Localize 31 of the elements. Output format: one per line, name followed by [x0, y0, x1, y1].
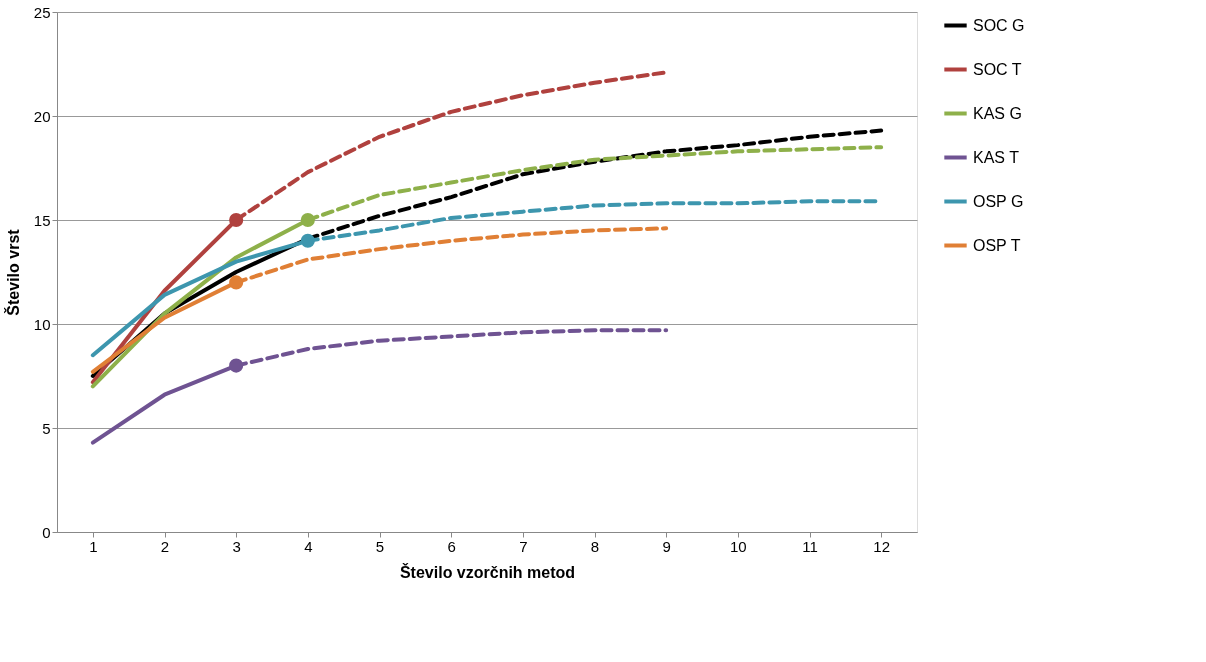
y-tick-label: 20: [33, 107, 51, 125]
y-tick-label: 0: [42, 523, 51, 541]
y-axis-title: Število vrst: [3, 228, 22, 316]
x-tick-label: 4: [304, 537, 313, 555]
x-tick-label: 8: [590, 537, 600, 555]
y-tick-label: 25: [33, 3, 51, 21]
x-tick-label: 2: [160, 537, 170, 555]
x-tick-label: 9: [662, 537, 671, 555]
legend-label: SOC T: [973, 60, 1022, 78]
point: [229, 275, 244, 290]
point: [229, 212, 244, 228]
point: [229, 358, 244, 373]
x-axis-title: Število vzorčnih metod: [399, 562, 576, 581]
x-tick-label: 12: [873, 537, 891, 555]
legend-label: OSP T: [973, 236, 1021, 254]
legend-label: SOC G: [973, 16, 1025, 34]
legend-label: OSP G: [973, 192, 1024, 210]
y-tick-label: 10: [33, 315, 51, 333]
x-tick-label: 11: [802, 537, 818, 555]
x-tick-label: 1: [89, 537, 98, 555]
y-tick-label: 5: [42, 419, 51, 437]
legend-label: KAS G: [973, 104, 1022, 122]
x-tick-label: 10: [729, 537, 747, 555]
x-tick-label: 7: [519, 537, 528, 555]
point: [300, 212, 315, 228]
point: [300, 233, 315, 248]
legend-label: KAS T: [973, 148, 1020, 166]
x-tick-label: 3: [232, 537, 241, 555]
x-tick-label: 6: [447, 537, 456, 555]
y-tick-label: 15: [33, 211, 51, 229]
x-tick-label: 5: [375, 537, 385, 555]
